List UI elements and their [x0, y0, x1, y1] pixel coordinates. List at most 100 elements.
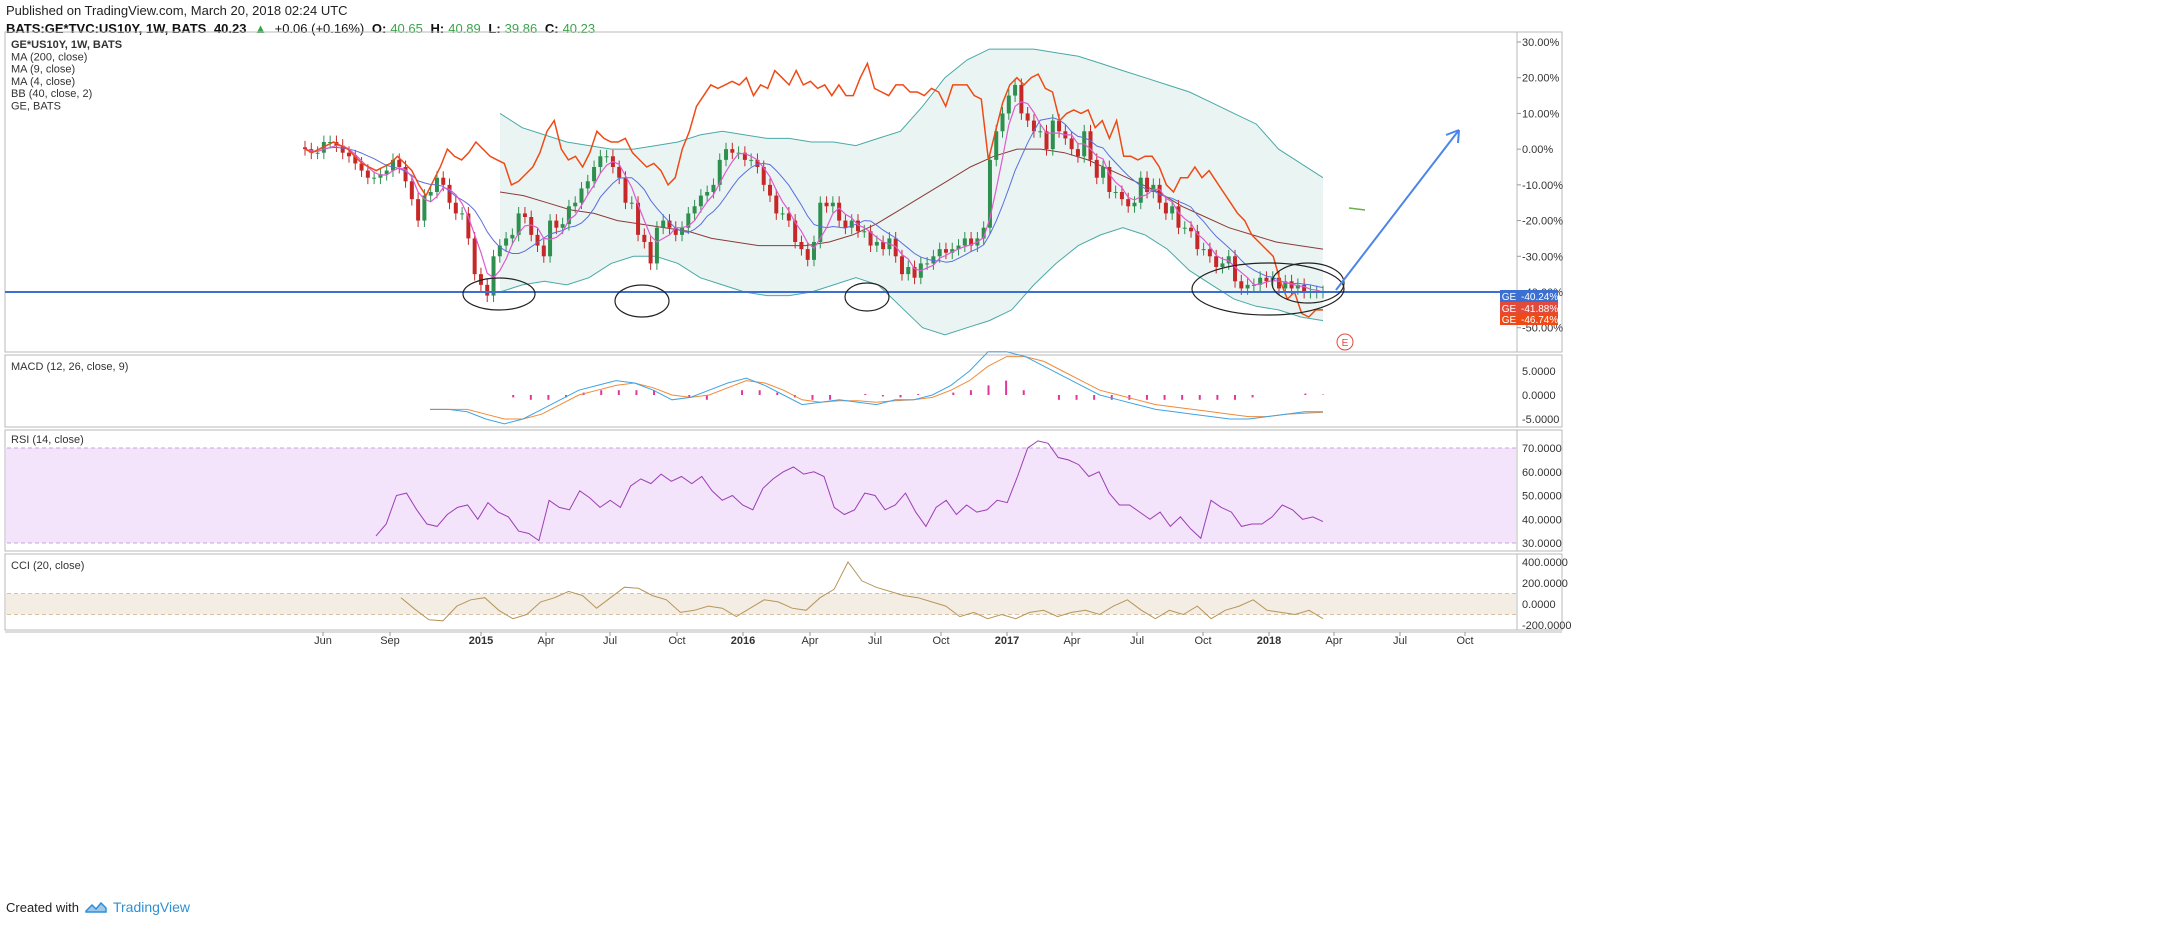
hand-drawn-circle[interactable] [462, 277, 536, 311]
ratio-candle [899, 256, 904, 275]
ratio-candle [786, 213, 791, 221]
ratio-candle [843, 220, 848, 228]
ratio-candle [453, 202, 458, 214]
ratio-candle [372, 177, 377, 179]
hand-drawn-circle[interactable] [1271, 262, 1345, 304]
ratio-candle [862, 231, 867, 233]
ratio-candle [698, 195, 703, 207]
ratio-candle [812, 242, 816, 260]
x-tick-label: Oct [1456, 635, 1473, 647]
ratio-candle [472, 238, 477, 275]
price-badge-tag [1500, 302, 1518, 314]
ratio-candle [1176, 206, 1181, 228]
projection-arrow[interactable] [1335, 129, 1460, 291]
ratio-candle [566, 206, 571, 225]
tradingview-logo-icon [85, 901, 107, 913]
ratio-candle [799, 242, 804, 250]
ratio-candle [623, 177, 628, 203]
ratio-candle [409, 181, 414, 200]
macd-line [430, 351, 1323, 425]
ratio-candle [447, 184, 452, 203]
ratio-candle [1019, 84, 1024, 114]
ratio-candle [874, 242, 879, 246]
ratio-candle [585, 181, 590, 189]
ratio-candle [1094, 159, 1099, 178]
legend-entry: MA (4, close) [11, 76, 75, 88]
main-y-tick-label: -20.00% [1522, 216, 1563, 228]
ratio-candle [617, 167, 622, 178]
ratio-candle [724, 149, 729, 160]
legend-entry: GE, BATS [11, 101, 61, 113]
x-tick-label: Jul [603, 635, 617, 647]
ratio-candle [441, 177, 446, 185]
ratio-candle [378, 174, 383, 178]
ratio-candle [648, 242, 653, 264]
ratio-candle [1201, 249, 1206, 251]
x-tick-label: Apr [537, 635, 554, 647]
ratio-candle [390, 159, 395, 171]
ratio-candle [359, 163, 364, 171]
x-tick-label: Jul [1393, 635, 1407, 647]
rsi-y-tick-label: 60.0000 [1522, 467, 1562, 479]
pane-macd-axis [1516, 354, 1563, 428]
ratio-candle [692, 206, 697, 214]
ratio-candle [925, 263, 930, 265]
ratio-candle [742, 152, 747, 160]
ratio-candle [1264, 277, 1269, 282]
ratio-candle [485, 284, 490, 296]
hand-drawn-circle[interactable] [614, 284, 670, 318]
tradingview-brand-link[interactable]: TradingView [112, 899, 191, 915]
ratio-candle [1113, 192, 1118, 193]
x-tick-label: Jun [314, 635, 332, 647]
ratio-candle [774, 195, 779, 214]
ratio-candle [541, 245, 546, 257]
ge-price-line [304, 61, 1323, 318]
hand-drawn-circle[interactable] [1191, 262, 1345, 316]
ratio-candle [516, 213, 521, 235]
ratio-candle [1170, 206, 1175, 214]
ratio-candle [1207, 249, 1212, 257]
legend-entry: MA (9, close) [11, 64, 75, 76]
ratio-candle [1189, 227, 1194, 232]
ratio-candle [422, 195, 427, 221]
ratio-candle [604, 156, 609, 158]
published-line: Published on TradingView.com, March 20, … [6, 3, 348, 18]
ratio-candle [1220, 263, 1225, 267]
ratio-candle [654, 227, 659, 264]
ratio-candle [994, 131, 999, 160]
x-tick-label: 2015 [469, 635, 493, 647]
x-tick-label: Oct [668, 635, 685, 647]
hand-drawn-circle[interactable] [844, 282, 890, 312]
legend-entry: GE*US10Y, 1W, BATS [11, 39, 122, 51]
ratio-candle [818, 202, 823, 242]
ratio-candle [711, 184, 716, 192]
cci-band [6, 593, 1516, 615]
ratio-candle [931, 256, 936, 264]
ratio-candle [1088, 131, 1093, 160]
cci-y-tick-label: 0.0000 [1522, 599, 1556, 611]
ratio-candle [686, 213, 691, 228]
ratio-candle [1195, 231, 1200, 250]
ratio-candle [529, 217, 534, 235]
price-badge [1518, 313, 1558, 325]
rsi-y-tick-label: 50.0000 [1522, 491, 1562, 503]
main-y-tick-label: 0.00% [1522, 144, 1553, 156]
ratio-candle [416, 199, 421, 221]
earnings-marker-icon[interactable] [1336, 333, 1354, 351]
pane-main-axis [1516, 31, 1563, 353]
ratio-candle [1132, 202, 1137, 207]
ratio-candle [1025, 113, 1030, 121]
ratio-candle [598, 156, 603, 167]
pane-cci-axis [1516, 553, 1563, 631]
ratio-candle [497, 245, 502, 257]
macd-title: MACD (12, 26, close, 9) [11, 361, 128, 373]
ratio-candle [705, 192, 710, 196]
x-tick-label: 2016 [731, 635, 755, 647]
cci-line [400, 561, 1324, 622]
ratio-candle [969, 238, 974, 246]
cci-y-tick-label: -200.0000 [1522, 620, 1572, 632]
macd-y-tick-label: -5.0000 [1522, 414, 1559, 426]
footer: Created with TradingView [6, 899, 190, 915]
ratio-candle [1000, 113, 1005, 132]
